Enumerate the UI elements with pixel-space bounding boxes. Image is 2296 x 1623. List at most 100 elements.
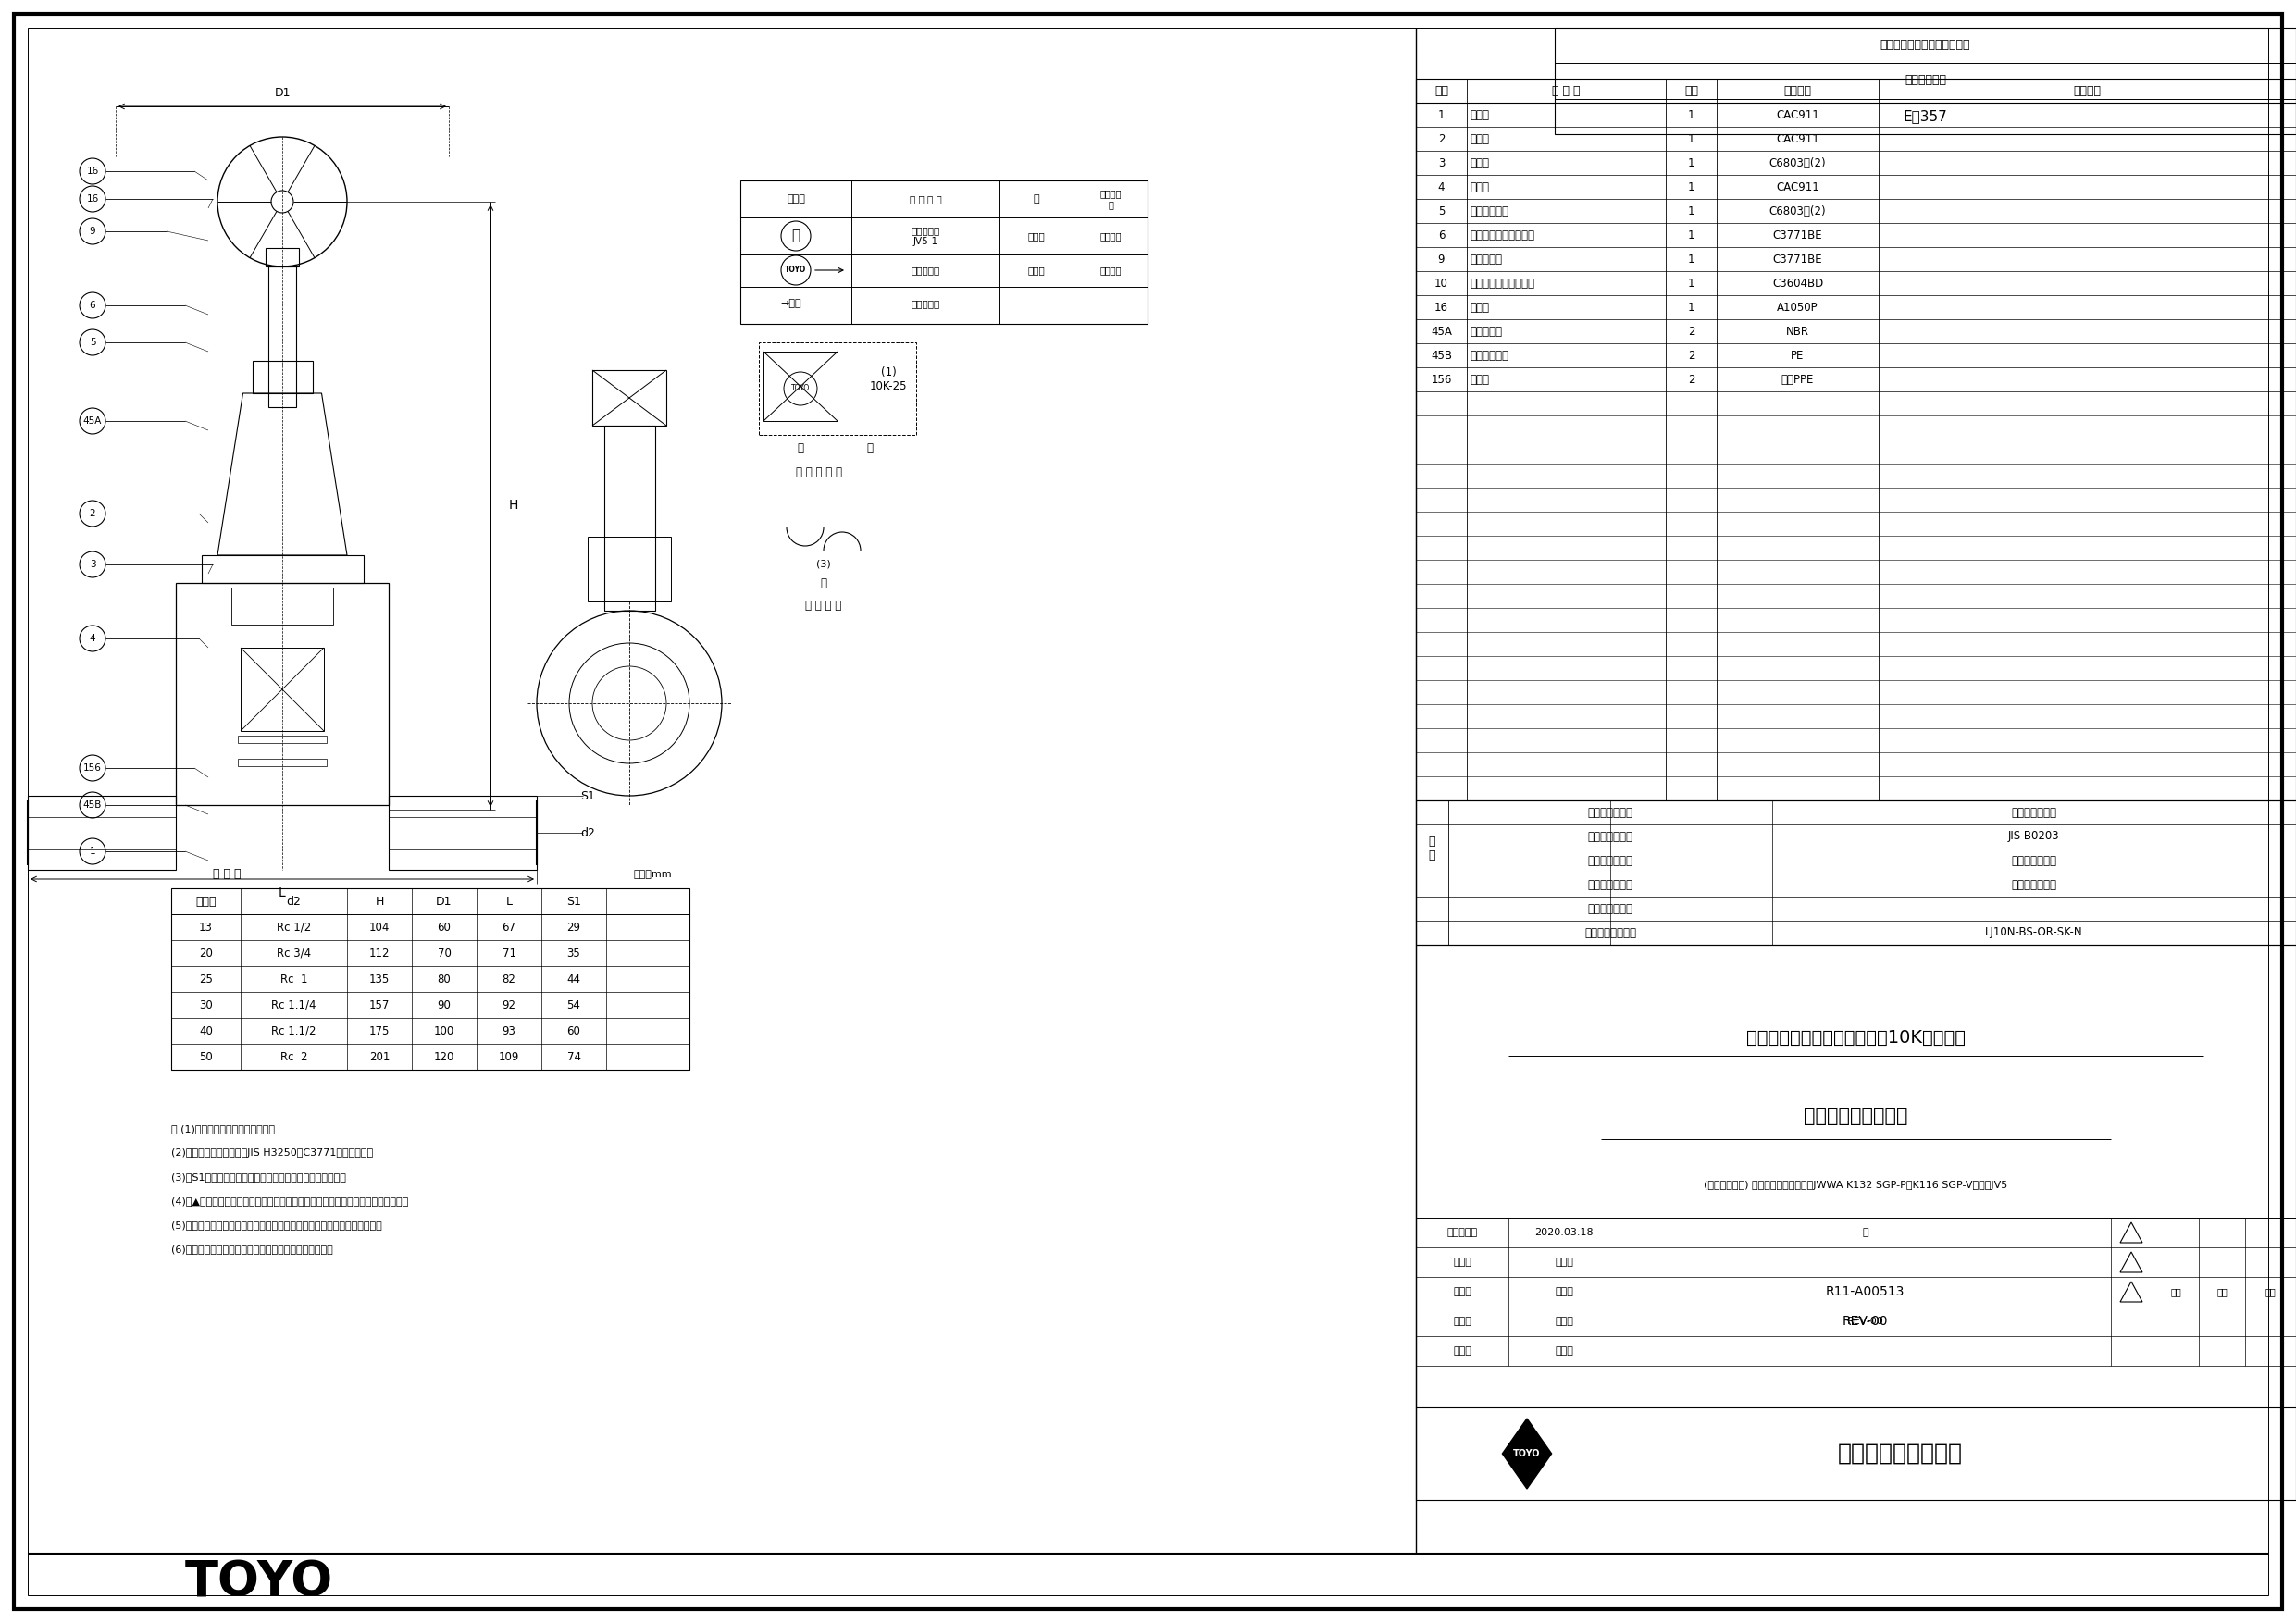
Text: TOYO: TOYO — [792, 385, 810, 393]
Text: 82: 82 — [503, 972, 517, 985]
Text: 面　　　　　間: 面 間 — [1587, 807, 1632, 818]
Bar — [269, 266, 296, 407]
Polygon shape — [1502, 1419, 1552, 1488]
Text: 70: 70 — [436, 948, 450, 959]
Text: Rc 3/4: Rc 3/4 — [276, 948, 310, 959]
Bar — [1417, 945, 2296, 1500]
Text: 45A: 45A — [83, 417, 101, 425]
Text: 60: 60 — [567, 1024, 581, 1037]
Text: 給水コア弁: 給水コア弁 — [912, 299, 939, 308]
Text: TOYO: TOYO — [186, 1558, 333, 1607]
Text: 1: 1 — [1688, 204, 1694, 217]
Text: ねじ込み形　仕切弁: ねじ込み形 仕切弁 — [1805, 1107, 1908, 1125]
Text: S1: S1 — [581, 790, 595, 802]
Bar — [177, 583, 388, 805]
Text: 承認: 承認 — [2264, 1287, 2275, 1297]
Text: Rc 1.1/2: Rc 1.1/2 — [271, 1024, 317, 1037]
Text: CAC911: CAC911 — [1777, 109, 1818, 120]
Text: 銘　板: 銘 板 — [1469, 302, 1490, 313]
Text: 1: 1 — [1688, 133, 1694, 144]
Text: 67: 67 — [503, 922, 517, 933]
Text: 80: 80 — [436, 972, 450, 985]
Text: E－357: E－357 — [1903, 110, 1947, 123]
Text: 45B: 45B — [1430, 349, 1451, 362]
Text: PE: PE — [1791, 349, 1805, 362]
Bar — [388, 795, 537, 870]
Bar — [765, 352, 838, 420]
Bar — [232, 588, 333, 625]
Text: TOYO: TOYO — [785, 266, 806, 274]
Text: (3): (3) — [817, 560, 831, 570]
Text: 6: 6 — [90, 300, 96, 310]
Text: REV-00: REV-00 — [1841, 1315, 1887, 1328]
Text: Rc  1: Rc 1 — [280, 972, 308, 985]
Text: NBR: NBR — [1786, 325, 1809, 338]
Text: 20: 20 — [200, 948, 214, 959]
Text: Rc 1/2: Rc 1/2 — [276, 922, 310, 933]
Text: (5)　ⓘは、浸出性能基準に適合し、飲用に適することを表わしています。: (5) ⓘは、浸出性能基準に適合し、飲用に適することを表わしています。 — [172, 1220, 381, 1230]
Text: 弁　笥: 弁 笥 — [1469, 109, 1490, 120]
Text: 60: 60 — [436, 922, 450, 933]
Text: 仲　川: 仲 川 — [1554, 1258, 1573, 1268]
Text: 1: 1 — [1688, 109, 1694, 120]
Text: 1: 1 — [1688, 302, 1694, 313]
Text: 1: 1 — [1688, 157, 1694, 169]
Text: JIS B0203: JIS B0203 — [2009, 831, 2060, 842]
Text: ブルー: ブルー — [1029, 232, 1045, 240]
Text: 日付: 日付 — [2216, 1287, 2227, 1297]
Text: →　閉: → 閉 — [781, 299, 801, 308]
Text: 肉　　　　　厚: 肉 厚 — [1587, 855, 1632, 867]
Bar — [28, 795, 177, 870]
Text: 4: 4 — [1437, 180, 1444, 193]
Text: 部 品 名: 部 品 名 — [1552, 84, 1580, 97]
Text: H: H — [510, 500, 519, 513]
Text: 注 (1)　呼び径を表わしています。: 注 (1) 呼び径を表わしています。 — [172, 1125, 276, 1133]
Text: 給水コア弁: 給水コア弁 — [912, 266, 939, 274]
Bar — [604, 425, 654, 610]
Text: メーカー　標準: メーカー 標準 — [2011, 878, 2057, 891]
Text: 2: 2 — [1688, 325, 1694, 338]
Text: (3)　S1は、鉛フリー銅合金材料の座面を表わしています。: (3) S1は、鉛フリー銅合金材料の座面を表わしています。 — [172, 1172, 347, 1182]
Text: A1050P: A1050P — [1777, 302, 1818, 313]
Text: 寸 法 表: 寸 法 表 — [214, 868, 241, 880]
Text: LJ10N-BS-OR-SK-N: LJ10N-BS-OR-SK-N — [1984, 927, 2082, 938]
Text: ブルー: ブルー — [1029, 266, 1045, 274]
Text: 田　中: 田 中 — [1554, 1347, 1573, 1355]
Text: CAC911: CAC911 — [1777, 180, 1818, 193]
Bar — [202, 555, 363, 583]
Text: 1: 1 — [90, 847, 96, 855]
Text: 記　　事: 記 事 — [2073, 84, 2101, 97]
Text: 記号: 記号 — [2170, 1287, 2181, 1297]
Bar — [253, 360, 312, 393]
Text: 45A: 45A — [1430, 325, 1451, 338]
Text: ハンドル車: ハンドル車 — [1469, 253, 1502, 265]
Text: 1: 1 — [1688, 180, 1694, 193]
Text: シールリング: シールリング — [1469, 349, 1508, 362]
Text: ハンドル押さえナット: ハンドル押さえナット — [1469, 278, 1534, 289]
Text: 93: 93 — [503, 1024, 517, 1037]
Text: 塗装なし: 塗装なし — [1100, 232, 1120, 240]
Text: 鉛なしくん
JV5-1: 鉛なしくん JV5-1 — [912, 226, 939, 247]
Text: 材　　料: 材 料 — [1784, 84, 1812, 97]
Text: 40: 40 — [200, 1024, 214, 1037]
Text: 2: 2 — [1688, 349, 1694, 362]
Text: d2: d2 — [581, 826, 595, 839]
Text: Rc 1.1/4: Rc 1.1/4 — [271, 998, 317, 1011]
Text: 表: 表 — [797, 443, 804, 454]
Text: 松　木: 松 木 — [1554, 1316, 1573, 1326]
Text: 呼び径: 呼び径 — [195, 896, 216, 907]
Text: 100: 100 — [434, 1024, 455, 1037]
Text: D1: D1 — [273, 86, 289, 99]
Text: パッキン押さえナット: パッキン押さえナット — [1469, 229, 1534, 242]
Text: L: L — [505, 896, 512, 907]
Text: 156: 156 — [1430, 373, 1451, 385]
Text: 認証登録番号: 認証登録番号 — [1906, 75, 1947, 86]
Text: 材 質 表 示: 材 質 表 示 — [806, 601, 843, 612]
Text: コ　ア: コ ア — [1469, 373, 1490, 385]
Text: 2: 2 — [90, 510, 96, 518]
Text: H: H — [374, 896, 383, 907]
Text: メーカー　標準: メーカー 標準 — [2011, 855, 2057, 867]
Text: R11-A00513: R11-A00513 — [1825, 1285, 1906, 1298]
Text: 35: 35 — [567, 948, 581, 959]
Text: 色: 色 — [1033, 195, 1040, 203]
